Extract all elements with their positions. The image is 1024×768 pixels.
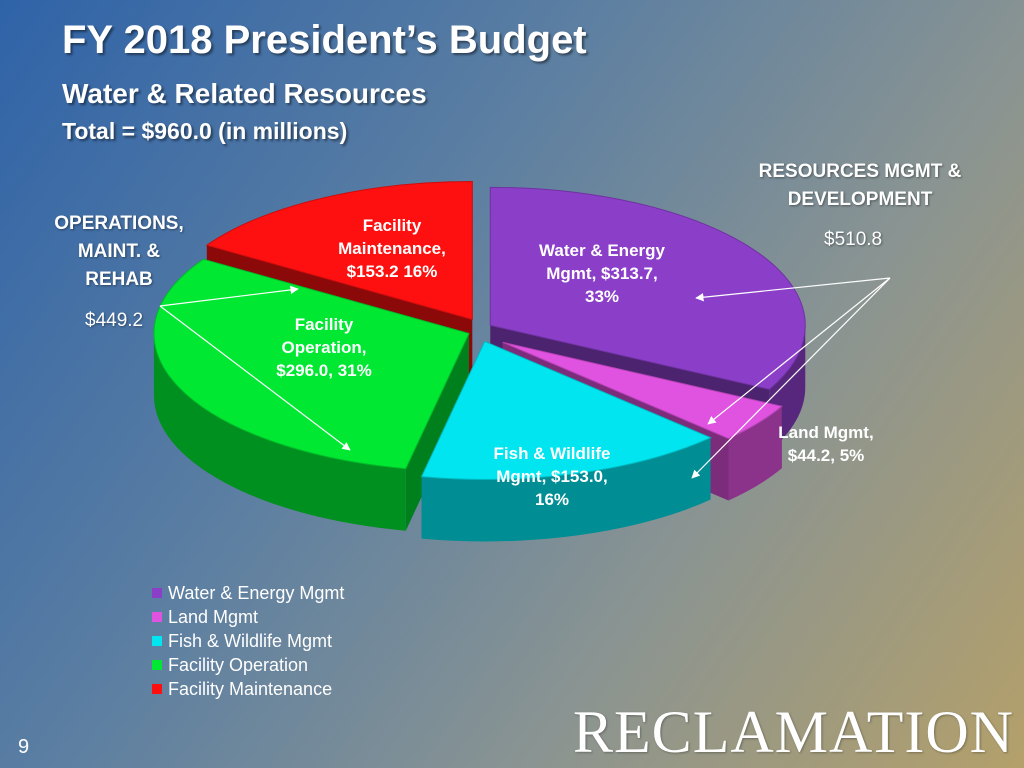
legend-label-fish-wildlife: Fish & Wildlife Mgmt [168, 630, 333, 651]
slice-label-fish-wildlife-line3: 16% [535, 490, 569, 509]
slice-label-water-energy-line3: 33% [585, 287, 619, 306]
legend-label-facility-maintenance: Facility Maintenance [168, 678, 333, 699]
slice-label-facility-operation-line3: $296.0, 31% [276, 361, 371, 380]
slice-label-fish-wildlife: Fish & Wildlife Mgmt, $153.0, 16% [494, 444, 611, 509]
pie-slice-fish-wildlife [420, 340, 712, 542]
legend-item-fish-wildlife: Fish & Wildlife Mgmt [152, 629, 344, 653]
legend-label-facility-operation: Facility Operation [168, 654, 309, 675]
slice-label-land: Land Mgmt, $44.2, 5% [778, 423, 873, 465]
page-number: 9 [18, 736, 30, 758]
legend-item-facility-operation: Facility Operation [152, 653, 344, 677]
group-label-resources-line2: DEVELOPMENT [787, 189, 933, 210]
legend-item-facility-maintenance: Facility Maintenance [152, 677, 344, 701]
slice-label-water-energy-line1: Water & Energy [539, 241, 666, 260]
group-amount-resources: $510.8 [824, 229, 883, 250]
group-amount-operations: $449.2 [85, 310, 144, 331]
pie-slices [153, 180, 806, 542]
legend-swatch-land [152, 612, 162, 622]
callout-line-resources-to-land [707, 277, 891, 425]
group-label-operations-line3: REHAB [85, 269, 153, 290]
slice-label-land-line1: Land Mgmt, [778, 423, 873, 442]
pie-slice-top-facility-operation [153, 258, 470, 470]
callout-line-resources-to-water-energy [695, 277, 891, 302]
legend-swatch-facility-operation [152, 660, 162, 670]
pie-slice-wall-facility-operation [153, 333, 406, 531]
pie-slice-labels: Water & Energy Mgmt, $313.7, 33% Land Mgmt,… [276, 216, 873, 509]
pie-slice-top-fish-wildlife [420, 340, 712, 480]
slice-label-facility-operation-line1: Facility [295, 315, 354, 334]
legend-label-water-energy: Water & Energy Mgmt [168, 582, 345, 603]
slice-label-fish-wildlife-line1: Fish & Wildlife [494, 444, 611, 463]
group-label-resources: RESOURCES MGMT & DEVELOPMENT [736, 158, 984, 214]
legend-label-land: Land Mgmt [168, 606, 259, 627]
callout-lines [159, 277, 891, 479]
chart-legend: Water & Energy Mgmt Land Mgmt Fish & Wil… [152, 581, 344, 701]
slice-label-facility-maintenance-line3: $153.2 16% [347, 262, 438, 281]
slide-title: FY 2018 President’s Budget [62, 18, 587, 62]
pie-slice-top-water-energy [489, 186, 806, 390]
budget-total: Total = $960.0 (in millions) [62, 118, 348, 144]
pie-slice-wall-fish-wildlife [421, 437, 711, 542]
slice-label-facility-operation: Facility Operation, $296.0, 31% [276, 315, 371, 380]
group-label-operations-line1: OPERATIONS, [54, 213, 184, 234]
group-label-operations: OPERATIONS, MAINT. & REHAB [36, 210, 202, 294]
slice-label-facility-maintenance: Facility Maintenance, $153.2 16% [338, 216, 446, 281]
legend-swatch-facility-maintenance [152, 684, 162, 694]
slice-label-land-line2: $44.2, 5% [788, 446, 865, 465]
legend-swatch-water-energy [152, 588, 162, 598]
slice-label-water-energy: Water & Energy Mgmt, $313.7, 33% [539, 241, 666, 306]
callout-line-operations-to-maintenance [159, 285, 299, 307]
group-label-operations-line2: MAINT. & [77, 241, 161, 262]
slice-label-water-energy-line2: Mgmt, $313.7, [546, 264, 658, 283]
pie-slice-top-facility-maintenance [205, 180, 473, 321]
slice-label-facility-operation-line2: Operation, [281, 338, 366, 357]
slice-label-fish-wildlife-line2: Mgmt, $153.0, [496, 467, 608, 486]
slide-subtitle: Water & Related Resources [62, 78, 427, 109]
group-label-resources-line1: RESOURCES MGMT & [758, 161, 962, 182]
reclamation-logo: RECLAMATION [573, 699, 1014, 765]
slice-label-facility-maintenance-line2: Maintenance, [338, 239, 446, 258]
slice-label-facility-maintenance-line1: Facility [363, 216, 422, 235]
legend-item-land: Land Mgmt [152, 605, 344, 629]
pie-slice-top-land [502, 341, 783, 440]
callout-line-resources-to-fish-wildlife [691, 277, 891, 479]
pie-slice-wall-land [728, 406, 782, 501]
callout-line-operations-to-operation [159, 305, 351, 451]
legend-item-water-energy: Water & Energy Mgmt [152, 581, 344, 605]
legend-swatch-fish-wildlife [152, 636, 162, 646]
